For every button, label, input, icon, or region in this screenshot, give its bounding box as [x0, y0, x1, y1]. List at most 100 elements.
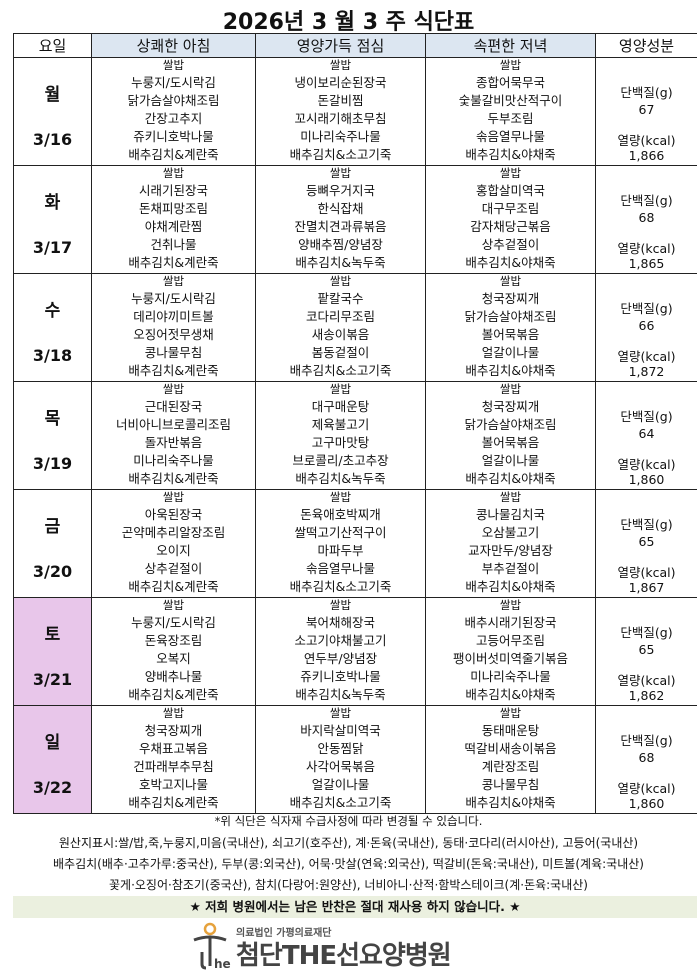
- protein-label: 단백질(g): [620, 301, 673, 316]
- menu-item: 냉이보리순된장국: [294, 75, 387, 90]
- breakfast-cell: 쌀밥 누룽지/도시락김 돈육장조림 오복지 양배추나물 배추김치&계란죽: [91, 597, 256, 706]
- breakfast-cell: 쌀밥 근대된장국 너비아니브로콜리조림 돌자반볶음 미나리숙주나물 배추김치&계란죽: [91, 381, 256, 490]
- breakfast-cell: 쌀밥 시래기된장국 돈채피망조림 야채계란찜 건취나물 배추김치&계란죽: [91, 165, 256, 274]
- menu-item: 배추김치&녹두죽: [295, 255, 386, 270]
- menu-item: 얼갈이나물: [311, 777, 370, 792]
- menu-item: 쌀밥: [329, 706, 352, 720]
- menu-item: 호박고지나물: [138, 777, 208, 792]
- menu-item: 쌀밥: [329, 58, 352, 72]
- menu-item: 북어채해장국: [305, 615, 375, 630]
- lunch-cell: 쌀밥 북어채해장국 소고기야채불고기 연두부/양념장 쥬키니호박나물 배추김치&녹두죽: [255, 597, 426, 706]
- day-date: 3/20: [32, 562, 73, 581]
- menu-item: 배추김치&소고기죽: [289, 795, 392, 810]
- svg-text:he: he: [214, 957, 231, 971]
- menu-item: 대구무조림: [481, 201, 540, 216]
- menu-item: 배추김치&계란죽: [128, 363, 219, 378]
- dinner-cell: 쌀밥 배추시래기된장국 고등어무조림 팽이버섯미역줄기볶음 미나리숙주나물 배추김치&야채…: [425, 597, 596, 706]
- day-row: 화 3/17 쌀밥 시래기된장국 돈채피망조림 야채계란찜 건취나물 배추김치&계란죽 쌀밥 등…: [13, 165, 697, 274]
- menu-item: 쌀밥: [499, 58, 522, 72]
- breakfast-cell: 쌀밥 청국장찌개 우채표고볶음 건파래부추무침 호박고지나물 배추김치&계란죽: [91, 705, 256, 814]
- day-name: 일: [44, 733, 61, 753]
- day-name: 토: [44, 625, 61, 645]
- menu-item: 곤약메추리알장조림: [121, 525, 226, 540]
- menu-item: 배추김치&야채죽: [465, 363, 556, 378]
- calories-label: 열량(kcal): [617, 241, 676, 256]
- menu-item: 교자만두/양념장: [468, 543, 553, 558]
- protein-label: 단백질(g): [620, 85, 673, 100]
- menu-item: 데리야끼미트볼: [133, 309, 214, 324]
- day-cell: 화 3/17: [13, 165, 92, 274]
- menu-item: 솎음열무나물: [305, 561, 375, 576]
- menu-item: 꼬시래기해초무침: [294, 111, 387, 126]
- menu-item: 닭가슴살야채조림: [464, 309, 557, 324]
- calories-label: 열량(kcal): [617, 781, 676, 796]
- day-row: 월 3/16 쌀밥 누룽지/도시락김 닭가슴살야채조림 간장고추지 쥬키니호박나물 배추김치…: [13, 57, 697, 166]
- menu-item: 돈채피망조림: [138, 201, 208, 216]
- nutrition-cell: 단백질(g) 67 열량(kcal) 1,866: [595, 57, 697, 166]
- menu-item: 배추김치&소고기죽: [289, 363, 392, 378]
- day-cell: 월 3/16: [13, 57, 92, 166]
- menu-item: 아욱된장국: [144, 507, 203, 522]
- menu-item: 배추김치&계란죽: [128, 147, 219, 162]
- dinner-cell: 쌀밥 청국장찌개 닭가슴살야채조림 볼어묵볶음 얼갈이나물 배추김치&야채죽: [425, 381, 596, 490]
- protein-label: 단백질(g): [620, 625, 673, 640]
- menu-item: 배추김치&녹두죽: [295, 687, 386, 702]
- calories-label: 열량(kcal): [617, 133, 676, 148]
- menu-item: 배추김치&소고기죽: [289, 147, 392, 162]
- menu-item: 미나리숙주나물: [470, 669, 551, 684]
- menu-item: 배추김치&계란죽: [128, 687, 219, 702]
- menu-item: 두부조림: [487, 111, 534, 126]
- menu-item: 배추김치&야채죽: [465, 795, 556, 810]
- menu-item: 브로콜리/초고추장: [292, 453, 389, 468]
- menu-item: 쌀밥: [162, 58, 185, 72]
- header-nutrition: 영양성분: [595, 33, 697, 58]
- header-row: 요일 상쾌한 아침 영양가득 점심 속편한 저녁 영양성분: [13, 33, 697, 58]
- menu-item: 쌀떡고기산적구이: [294, 525, 387, 540]
- menu-item: 쌀밥: [162, 166, 185, 180]
- menu-item: 새송이볶음: [311, 327, 370, 342]
- menu-item: 쌀밥: [329, 274, 352, 288]
- menu-item: 건파래부추무침: [133, 759, 214, 774]
- day-row: 수 3/18 쌀밥 누룽지/도시락김 데리야끼미트볼 오징어젓무생채 콩나물무침 배추김치&…: [13, 273, 697, 382]
- menu-item: 쥬키니호박나물: [300, 669, 381, 684]
- day-name: 화: [44, 193, 61, 213]
- protein-label: 단백질(g): [620, 193, 673, 208]
- day-date: 3/21: [32, 670, 73, 689]
- menu-item: 청국장찌개: [481, 399, 540, 414]
- menu-item: 배추김치&야채죽: [465, 255, 556, 270]
- calories-value: 1,872: [628, 364, 665, 379]
- menu-item: 쌀밥: [499, 490, 522, 504]
- menu-item: 간장고추지: [144, 111, 203, 126]
- menu-item: 쌀밥: [499, 382, 522, 396]
- menu-item: 배추김치&계란죽: [128, 471, 219, 486]
- calories-value: 1,860: [628, 472, 665, 487]
- origin-line: 원산지표시:쌀/밥,죽,누룽지,미음(국내산), 쇠고기(호주산), 계·돈육(…: [58, 836, 639, 850]
- menu-change-note: *위 식단은 식자재 수급사정에 따라 변경될 수 있습니다.: [214, 814, 483, 828]
- day-row: 금 3/20 쌀밥 아욱된장국 곤약메추리알장조림 오이지 상추겉절이 배추김치&계란죽 쌀밥…: [13, 489, 697, 598]
- lunch-cell: 쌀밥 냉이보리순된장국 돈갈비찜 꼬시래기해초무침 미나리숙주나물 배추김치&소고기죽: [255, 57, 426, 166]
- menu-item: 잔멸치견과류볶음: [294, 219, 387, 234]
- menu-item: 쌀밥: [162, 706, 185, 720]
- calories-value: 1,866: [628, 148, 665, 163]
- menu-item: 쌀밥: [162, 490, 185, 504]
- calories-label: 열량(kcal): [617, 565, 676, 580]
- nutrition-cell: 단백질(g) 65 열량(kcal) 1,867: [595, 489, 697, 598]
- menu-item: 쌀밥: [162, 598, 185, 612]
- day-name: 월: [44, 85, 61, 105]
- dinner-cell: 쌀밥 청국장찌개 닭가슴살야채조림 볼어묵볶음 얼갈이나물 배추김치&야채죽: [425, 273, 596, 382]
- menu-item: 종합어묵무국: [475, 75, 545, 90]
- menu-item: 돈육애호박찌개: [300, 507, 381, 522]
- menu-item: 오징어젓무생채: [133, 327, 214, 342]
- calories-label: 열량(kcal): [617, 457, 676, 472]
- day-cell: 수 3/18: [13, 273, 92, 382]
- menu-item: 얼갈이나물: [481, 453, 540, 468]
- protein-label: 단백질(g): [620, 409, 673, 424]
- protein-value: 66: [638, 318, 655, 333]
- dinner-cell: 쌀밥 동태매운탕 떡갈비새송이볶음 계란장조림 콩나물무침 배추김치&야채죽: [425, 705, 596, 814]
- menu-item: 돈갈비찜: [317, 93, 364, 108]
- menu-item: 쌀밥: [499, 166, 522, 180]
- menu-item: 한식잡채: [317, 201, 364, 216]
- protein-label: 단백질(g): [620, 733, 673, 748]
- menu-item: 솎음열무나물: [475, 129, 545, 144]
- menu-item: 연두부/양념장: [303, 651, 378, 666]
